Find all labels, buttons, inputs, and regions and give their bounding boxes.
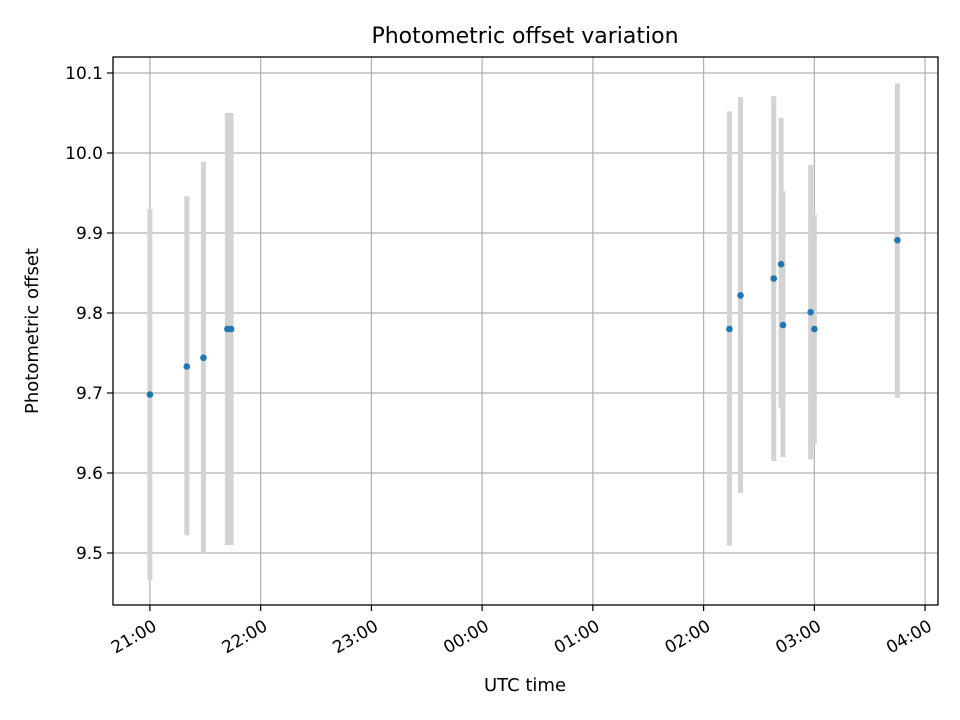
- x-axis-label: UTC time: [484, 675, 566, 696]
- plot-frame: [112, 56, 939, 606]
- data-point: [146, 391, 154, 398]
- y-tick-label: 9.8: [76, 304, 103, 324]
- data-point: [779, 321, 787, 329]
- data-point: [183, 363, 191, 370]
- x-axis-ticks: 21:00 22:00 23:00 00:00 01:00 02:00 03:00 04:00: [108, 605, 936, 658]
- data-point: [726, 325, 733, 333]
- y-tick-label: 9.9: [76, 224, 103, 244]
- x-tick-label: 03:00: [772, 616, 824, 658]
- x-tick-label: 23:00: [329, 616, 381, 658]
- y-tick-label: 10.1: [65, 64, 103, 84]
- y-tick-label: 9.6: [76, 464, 103, 484]
- data-points: [146, 236, 901, 398]
- data-point: [777, 260, 785, 268]
- data-point: [770, 275, 778, 282]
- y-tick-label: 9.7: [76, 384, 103, 404]
- y-axis-ticks: 9.5 9.6 9.7 9.8 9.9 10.0 10.1: [65, 64, 113, 564]
- y-tick-label: 10.0: [65, 144, 103, 164]
- x-tick-label: 21:00: [108, 616, 160, 658]
- x-tick-label: 04:00: [883, 616, 935, 658]
- data-point: [737, 292, 744, 299]
- x-tick-label: 00:00: [440, 616, 492, 658]
- y-tick-label: 9.5: [76, 544, 103, 564]
- error-bars: [147, 83, 900, 581]
- data-point: [811, 325, 818, 333]
- chart-title: Photometric offset variation: [371, 24, 678, 49]
- data-point: [807, 308, 814, 316]
- grid: [113, 57, 938, 605]
- data-point: [227, 325, 235, 333]
- x-tick-label: 02:00: [662, 616, 714, 658]
- data-point: [894, 236, 901, 244]
- y-axis-label: Photometric offset: [22, 248, 43, 414]
- x-tick-label: 22:00: [219, 616, 271, 658]
- x-tick-label: 01:00: [551, 616, 603, 658]
- data-point: [200, 354, 207, 362]
